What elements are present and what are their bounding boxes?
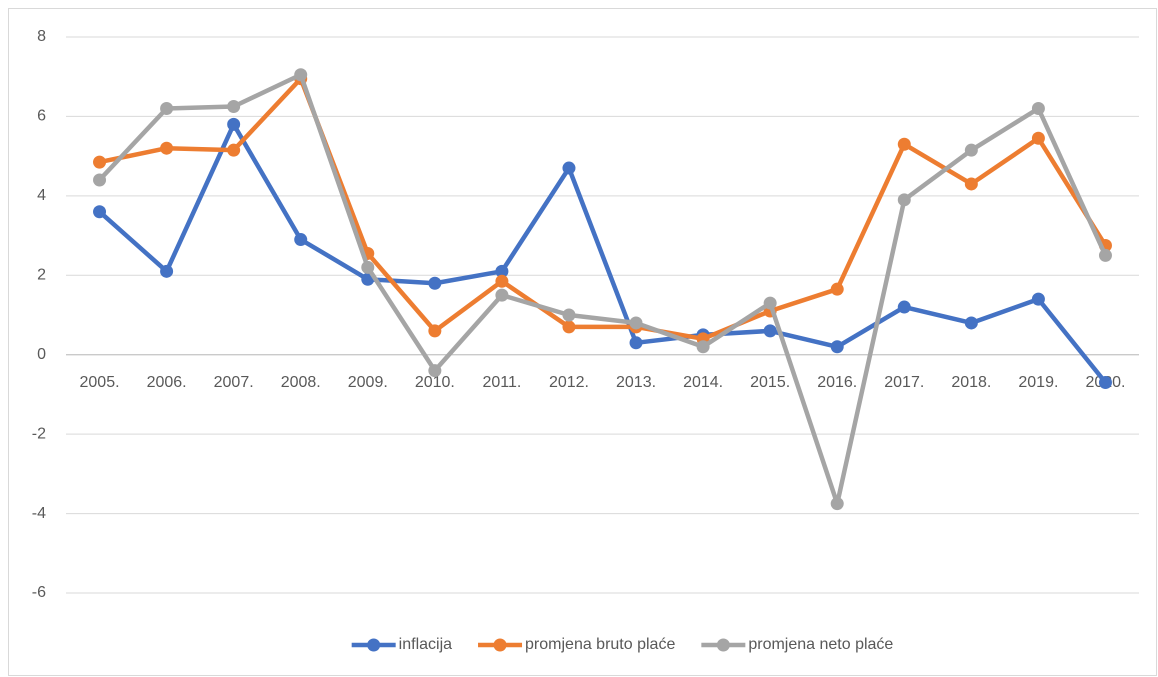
- data-point: [495, 264, 509, 278]
- y-tick-label: 4: [37, 187, 46, 204]
- data-point: [1031, 101, 1045, 115]
- data-point: [160, 101, 174, 115]
- data-point: [428, 276, 442, 290]
- x-tick-label: 2009.: [348, 374, 388, 391]
- data-point: [1098, 376, 1112, 390]
- data-point: [227, 100, 241, 113]
- x-tick-label: 2010.: [415, 374, 455, 391]
- series-line: [97, 72, 1108, 506]
- data-point: [696, 340, 710, 354]
- data-point: [897, 300, 911, 314]
- legend-marker: [716, 638, 730, 652]
- x-tick-label: 2015.: [750, 374, 790, 391]
- x-tick-label: 2011.: [482, 374, 521, 391]
- data-point: [629, 316, 643, 330]
- data-point: [160, 264, 174, 278]
- data-point: [830, 282, 844, 296]
- legend-marker: [493, 638, 507, 652]
- data-point: [428, 364, 442, 378]
- data-point: [562, 320, 576, 334]
- x-tick-label: 2018.: [951, 374, 991, 391]
- data-point: [361, 260, 375, 274]
- x-tick-label: 2019.: [1018, 374, 1058, 391]
- data-point: [294, 68, 308, 82]
- y-tick-label: -6: [32, 584, 46, 601]
- data-point: [93, 155, 107, 169]
- series-line: [97, 122, 1108, 385]
- data-point: [830, 497, 844, 511]
- data-point: [964, 316, 978, 330]
- y-tick-label: -4: [32, 505, 46, 522]
- chart-frame: [8, 8, 1157, 676]
- data-point: [763, 296, 777, 310]
- data-point: [1098, 248, 1112, 262]
- legend-label: promjena bruto plaće: [525, 636, 675, 653]
- x-tick-label: 2012.: [549, 374, 589, 391]
- y-tick-label: -2: [32, 425, 46, 442]
- y-tick-label: 8: [37, 28, 46, 45]
- y-tick-label: 2: [37, 267, 46, 284]
- data-point: [495, 274, 509, 288]
- data-point: [763, 324, 777, 338]
- data-point: [830, 340, 844, 354]
- data-point: [93, 205, 107, 219]
- data-point: [562, 308, 576, 322]
- data-point: [428, 324, 442, 338]
- legend-label: promjena neto plaće: [748, 636, 893, 653]
- data-point: [227, 143, 241, 157]
- x-tick-label: 2016.: [817, 374, 857, 391]
- data-point: [1031, 292, 1045, 306]
- data-point: [562, 161, 576, 175]
- data-point: [897, 137, 911, 151]
- y-tick-label: 6: [37, 108, 46, 125]
- x-tick-label: 2005.: [80, 374, 120, 391]
- data-point: [294, 233, 308, 247]
- y-tick-label: 0: [37, 346, 46, 363]
- data-point: [964, 177, 978, 191]
- data-point: [160, 141, 174, 155]
- data-point: [964, 143, 978, 157]
- data-point: [629, 336, 643, 350]
- legend-marker: [367, 638, 381, 652]
- legend-label: inflacija: [399, 636, 452, 653]
- data-point: [495, 288, 509, 302]
- x-tick-label: 2017.: [884, 374, 924, 391]
- x-tick-label: 2008.: [281, 374, 321, 391]
- x-tick-label: 2014.: [683, 374, 723, 391]
- x-tick-label: 2013.: [616, 374, 656, 391]
- data-point: [227, 117, 241, 131]
- x-tick-label: 2007.: [214, 374, 254, 391]
- series-line: [97, 76, 1108, 342]
- x-tick-label: 2006.: [147, 374, 187, 391]
- data-point: [897, 193, 911, 207]
- data-point: [93, 173, 107, 187]
- data-point: [1031, 131, 1045, 145]
